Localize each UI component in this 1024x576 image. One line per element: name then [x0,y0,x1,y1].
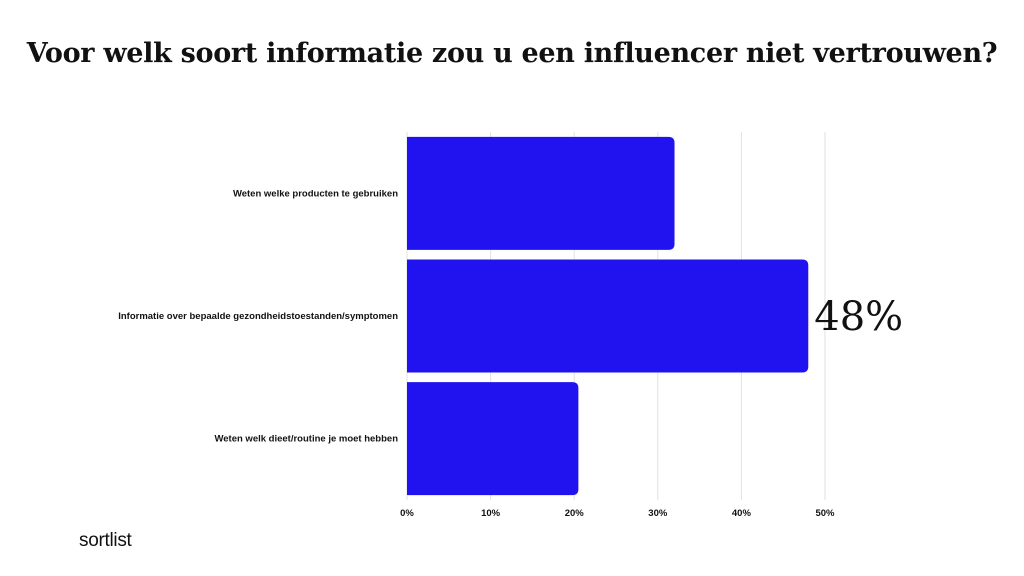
bar [407,136,675,250]
x-tick-label: 50% [815,508,835,519]
bar [407,259,809,373]
data-label: 48% [814,294,903,340]
sortlist-logo: sortlist [79,530,132,551]
category-label: Informatie over bepaalde gezondheidstoes… [118,311,398,322]
x-tick-label: 0% [400,508,414,519]
data-labels: 48% [814,294,903,340]
x-tick-label: 40% [732,508,752,519]
category-labels: Weten welke producten te gebruiken Inform… [118,188,398,444]
bar [407,382,579,496]
category-label: Weten welk dieet/routine je moet hebben [214,434,398,445]
x-tick-label: 10% [481,508,501,519]
bars [407,136,809,496]
x-tick-label: 30% [648,508,668,519]
x-tick-label: 20% [565,508,585,519]
x-axis-ticks: 0% 10% 20% 30% 40% 50% [400,508,835,519]
category-label: Weten welke producten te gebruiken [233,188,398,199]
chart-title: Voor welk soort informatie zou u een inf… [26,38,998,69]
